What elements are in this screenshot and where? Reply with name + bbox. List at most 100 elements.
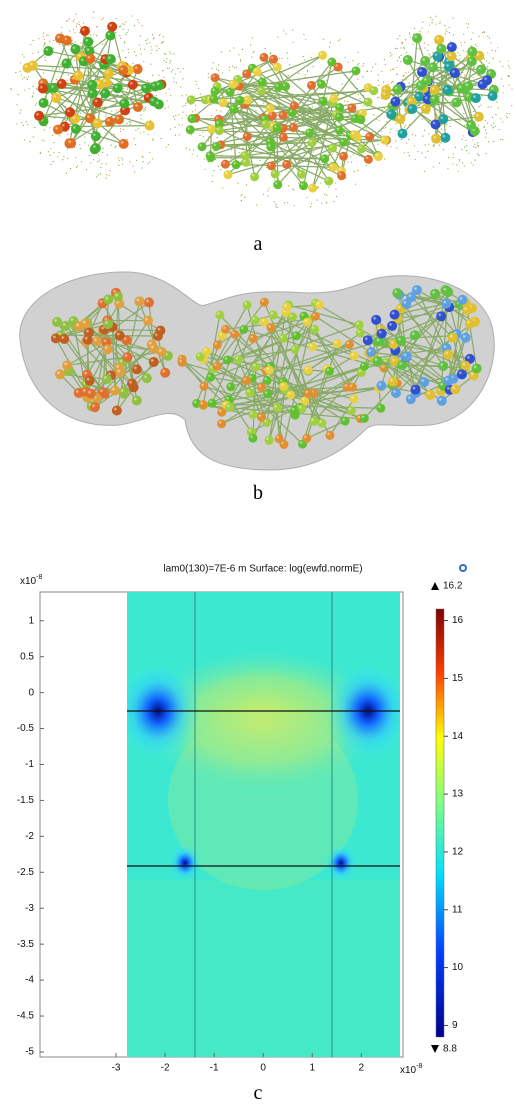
atom-shine (26, 59, 37, 70)
atom-shine (221, 354, 231, 364)
atom-shine (367, 84, 377, 94)
atom-shine (132, 294, 143, 305)
y-tick-label: -3 (25, 903, 34, 914)
atom-shine (265, 159, 275, 169)
surface-dot (216, 137, 219, 139)
surface-dot (96, 26, 98, 28)
surface-dot (392, 81, 394, 83)
surface-dot (243, 141, 245, 143)
surface-dot (377, 97, 379, 99)
atom-shine (36, 82, 47, 93)
surface-dot (59, 135, 61, 137)
surface-dot (402, 75, 404, 77)
atom-shine (96, 385, 107, 396)
atom-shine (400, 349, 411, 360)
surface-dot (409, 33, 411, 35)
surface-dot (409, 89, 411, 92)
atom-shine (248, 170, 258, 180)
atom-shine (78, 24, 89, 35)
surface-dot (69, 167, 72, 170)
atom-shine (449, 95, 460, 106)
surface-dot (211, 175, 214, 177)
atom-shine (265, 321, 275, 331)
surface-dot (508, 65, 510, 67)
atom-shine (83, 52, 94, 63)
atom-shine (228, 103, 238, 113)
atom-shine (51, 123, 62, 134)
surface-dot (460, 44, 463, 47)
surface-dot (129, 161, 131, 163)
surface-dot (389, 55, 392, 57)
y-tick-label: 1 (28, 615, 34, 626)
surface-dot (128, 120, 130, 123)
atom-shine (441, 347, 452, 358)
atom-shine (337, 150, 347, 160)
atom-shine (237, 323, 247, 333)
atom-shine (215, 417, 225, 427)
surface-dot (237, 182, 239, 184)
colorbar-tick-label: 9 (452, 1020, 458, 1031)
atom-shine (255, 411, 265, 421)
surface-dot (391, 81, 393, 84)
atom-shine (194, 350, 204, 360)
x-tick-label: 2 (359, 1063, 365, 1074)
surface-dot (431, 22, 433, 24)
surface-dot (149, 161, 151, 163)
surface-dot (138, 22, 140, 24)
surface-dot (241, 193, 243, 196)
surface-dot (316, 199, 318, 201)
atom-shine (211, 339, 221, 349)
surface-dot (156, 45, 158, 47)
surface-dot (61, 31, 63, 34)
atom-shine (349, 64, 359, 74)
surface-dot (427, 49, 429, 52)
atom-shine (255, 381, 265, 391)
surface-dot (452, 153, 455, 155)
atom-shine (379, 88, 390, 99)
surface-dot (396, 73, 398, 75)
surface-dot (169, 51, 171, 53)
surface-dot (125, 21, 127, 23)
surface-dot (53, 152, 55, 154)
surface-dot (322, 38, 325, 40)
surface-dot (105, 174, 107, 176)
surface-dot (127, 48, 129, 50)
bond (230, 319, 256, 388)
atom-shine (316, 49, 326, 59)
surface-dot (109, 170, 111, 172)
surface-dot (88, 101, 91, 104)
bond (203, 385, 278, 409)
surface-dot (463, 165, 465, 167)
colorbar-tick-label: 14 (452, 731, 464, 742)
bond (270, 327, 280, 439)
y-tick-label: -2.5 (17, 867, 35, 878)
surface-dot (10, 89, 13, 91)
surface-dot (149, 42, 151, 44)
surface-dot (230, 149, 233, 151)
surface-dot (395, 140, 397, 142)
atom-shine (272, 80, 282, 90)
atom-shine (306, 182, 316, 192)
surface-dot (84, 142, 86, 144)
surface-dot (400, 54, 402, 56)
atom-shine (241, 299, 251, 309)
surface-dot (135, 144, 137, 146)
surface-dot (468, 23, 470, 25)
atom-shine (59, 56, 70, 67)
surface-dot (181, 124, 183, 126)
surface-dot (454, 146, 457, 148)
surface-dot (435, 15, 437, 17)
bond (400, 308, 466, 367)
surface-dot (141, 167, 143, 169)
atom-shine (463, 317, 474, 328)
surface-dot (16, 104, 18, 106)
atom-shine (302, 364, 312, 374)
surface-dot (49, 154, 51, 156)
surface-dot (464, 74, 466, 76)
surface-dot (39, 151, 41, 153)
atom-shine (391, 82, 402, 93)
surface-dot (120, 37, 122, 39)
surface-dot (320, 182, 322, 184)
surface-dot (370, 70, 372, 72)
surface-dot (421, 152, 423, 154)
